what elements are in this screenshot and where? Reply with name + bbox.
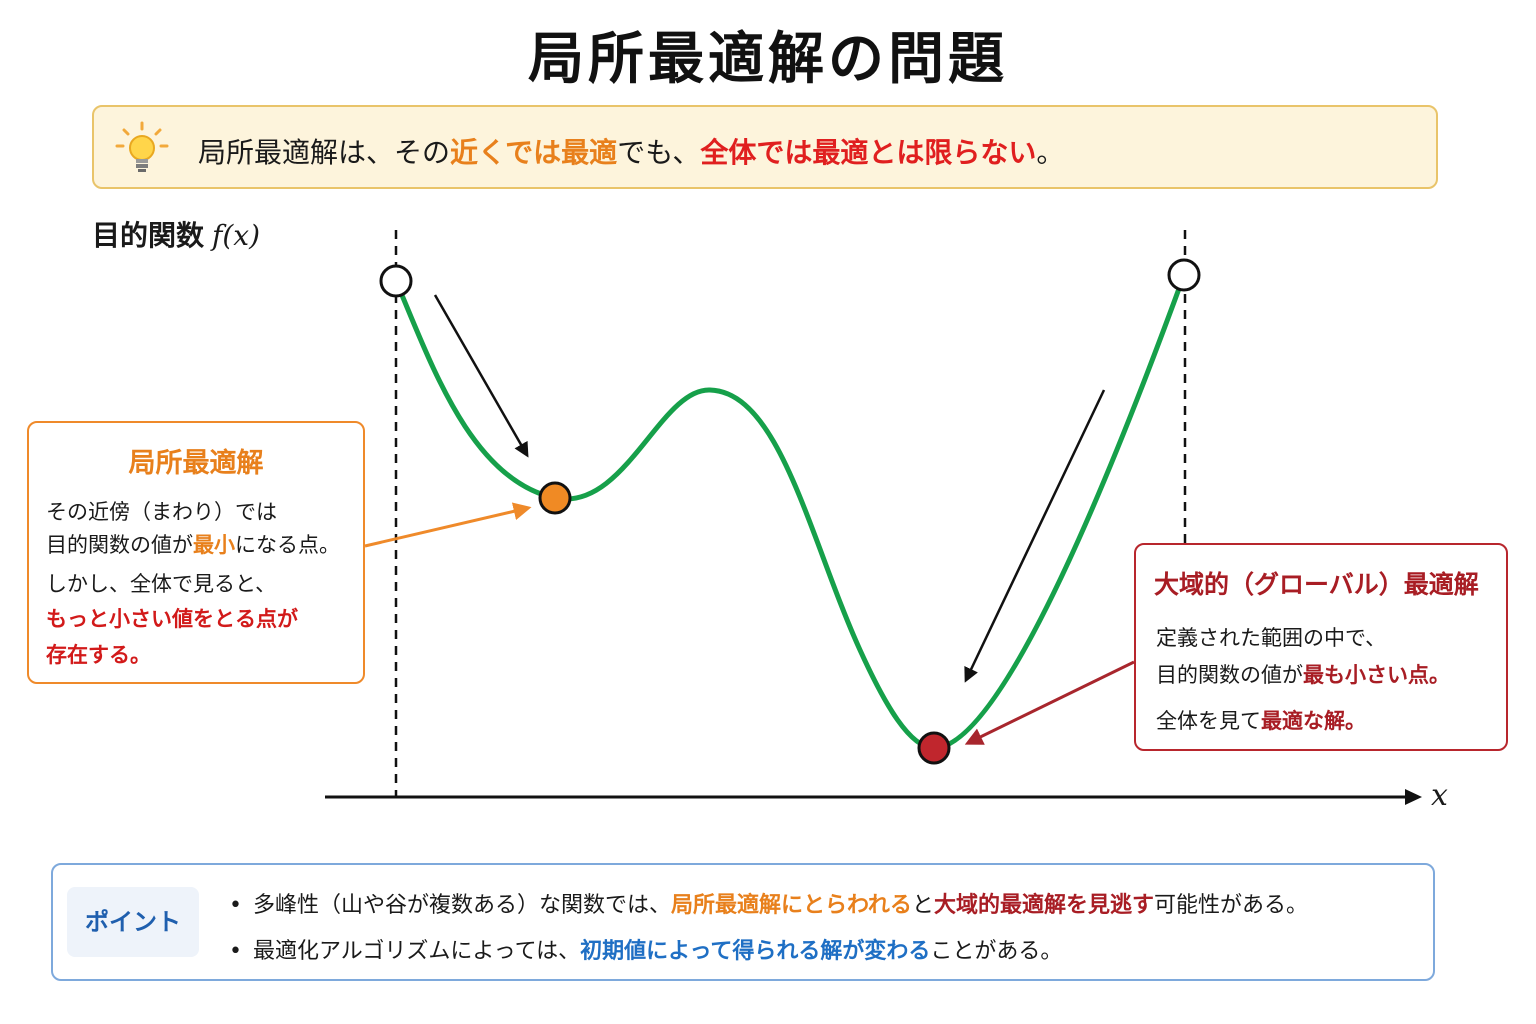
tip-segment: 局所最適解は、その bbox=[198, 136, 451, 169]
lightbulb-icon bbox=[115, 121, 169, 172]
point-item-1: • 多峰性（山や谷が複数ある）な関数では、局所最適解にとらわれると大域的最適解を見… bbox=[229, 887, 1308, 919]
local-min-pointer-arrow bbox=[364, 502, 532, 548]
local-optimum-line-1: その近傍（まわり）では bbox=[46, 496, 277, 526]
start-point-right bbox=[1167, 258, 1201, 292]
point-badge: ポイント bbox=[67, 887, 199, 957]
tip-segment: でも、 bbox=[617, 136, 701, 169]
global-minimum-point bbox=[917, 731, 951, 765]
point-item-1-text-segment: 局所最適解にとらわれる bbox=[671, 893, 912, 918]
point-item-1-text-segment: 可能性がある。 bbox=[1153, 893, 1308, 918]
x-axis-arrowhead bbox=[1405, 789, 1422, 805]
global-optimum-line-2: 目的関数の値が最も小さい点。 bbox=[1156, 659, 1450, 689]
descent-arrow-right bbox=[964, 389, 1106, 683]
local-minimum-point bbox=[538, 481, 572, 515]
tip-segment: 。 bbox=[1036, 136, 1065, 169]
start-point-left bbox=[379, 264, 413, 298]
objective-curve bbox=[393, 272, 1187, 751]
descent-arrow-left bbox=[433, 294, 529, 458]
local-optimum-line-2: 目的関数の値が最小になる点。 bbox=[46, 529, 340, 559]
point-item-2-text-segment: ことがある。 bbox=[930, 939, 1063, 964]
local-optimum-line-5: 存在する。 bbox=[46, 639, 151, 669]
local-optimum-title: 局所最適解 bbox=[128, 448, 264, 479]
key-points-box: ポイント • 多峰性（山や谷が複数ある）な関数では、局所最適解にとらわれると大域的… bbox=[51, 863, 1435, 981]
tip-banner: 局所最適解は、その近くでは最適でも、全体では最適とは限らない。 bbox=[92, 105, 1438, 189]
global-optimum-callout: 大域的（グローバル）最適解 定義された範囲の中で、 目的関数の値が最も小さい点。… bbox=[1134, 543, 1508, 751]
tip-segment: 近くでは最適 bbox=[450, 136, 618, 169]
point-item-2-text-segment: 最適化アルゴリズムによっては、 bbox=[253, 939, 581, 964]
local-optimum-line-2-segment: 最小 bbox=[193, 533, 235, 557]
point-item-1-text-segment: 多峰性（山や谷が複数ある）な関数では、 bbox=[253, 893, 672, 918]
global-optimum-line-3-segment: 最適な解。 bbox=[1261, 709, 1366, 733]
local-optimum-line-1-segment: その近傍（まわり）では bbox=[46, 500, 277, 524]
local-optimum-line-4: もっと小さい値をとる点が bbox=[46, 603, 298, 633]
global-optimum-title: 大域的（グローバル）最適解 bbox=[1154, 570, 1479, 599]
y-axis-label-text: 目的関数 bbox=[92, 219, 205, 252]
x-axis-label: x bbox=[1431, 778, 1448, 813]
local-optimum-line-2-segment: になる点。 bbox=[235, 533, 340, 557]
global-optimum-line-1-segment: 定義された範囲の中で、 bbox=[1156, 626, 1387, 650]
global-optimum-line-1: 定義された範囲の中で、 bbox=[1156, 622, 1386, 652]
page-title: 局所最適解の問題 bbox=[528, 27, 1008, 92]
global-optimum-line-2-segment: 目的関数の値が bbox=[1156, 663, 1303, 687]
tip-text: 局所最適解は、その近くでは最適でも、全体では最適とは限らない。 bbox=[198, 131, 1064, 171]
bullet-icon: • bbox=[229, 939, 242, 964]
global-optimum-line-3: 全体を見て最適な解。 bbox=[1156, 705, 1366, 735]
y-axis-label: 目的関数 f(x) bbox=[92, 214, 260, 254]
local-optimum-line-5-segment: 存在する。 bbox=[46, 643, 151, 667]
point-item-2-text: 最適化アルゴリズムによっては、初期値によって得られる解が変わることがある。 bbox=[253, 939, 1062, 964]
global-min-pointer-arrow bbox=[964, 660, 1135, 745]
point-item-1-text-segment: と bbox=[911, 893, 934, 918]
point-item-1-text-segment: 大域的最適解を見逃す bbox=[933, 893, 1154, 918]
tip-segment: 全体では最適とは限らない bbox=[700, 136, 1037, 169]
bullet-icon: • bbox=[229, 893, 242, 918]
point-item-2-text-segment: 初期値によって得られる解が変わる bbox=[580, 939, 931, 964]
local-optimum-line-4-segment: もっと小さい値をとる点が bbox=[46, 607, 298, 631]
point-item-2: • 最適化アルゴリズムによっては、初期値によって得られる解が変わることがある。 bbox=[229, 933, 1062, 965]
local-optimum-callout: 局所最適解 その近傍（まわり）では 目的関数の値が最小になる点。 しかし、全体で… bbox=[27, 421, 365, 684]
global-optimum-line-3-segment: 全体を見て bbox=[1156, 709, 1261, 733]
global-optimum-line-2-segment: 最も小さい点。 bbox=[1303, 663, 1450, 687]
local-optimum-line-3: しかし、全体で見ると、 bbox=[46, 568, 276, 598]
local-optimum-line-2-segment: 目的関数の値が bbox=[46, 533, 193, 557]
point-item-1-text: 多峰性（山や谷が複数ある）な関数では、局所最適解にとらわれると大域的最適解を見逃… bbox=[253, 893, 1308, 918]
local-optimum-line-3-segment: しかし、全体で見ると、 bbox=[46, 572, 277, 596]
y-axis-math: f(x) bbox=[212, 219, 261, 252]
